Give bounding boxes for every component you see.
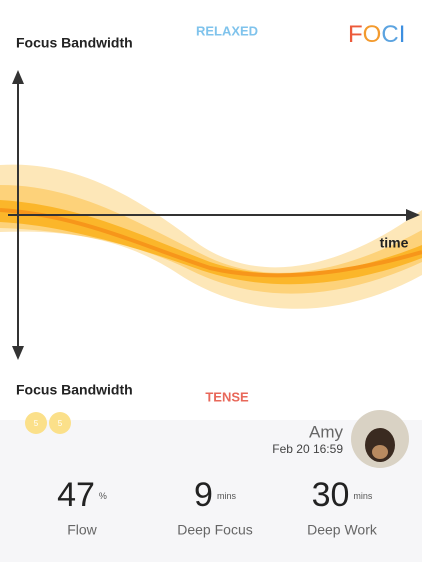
stat-unit: mins bbox=[217, 491, 237, 501]
logo-letter: O bbox=[363, 21, 382, 48]
stat-label: Deep Work bbox=[307, 522, 378, 538]
coin-label: 5 bbox=[58, 419, 63, 428]
stat-label: Deep Focus bbox=[177, 522, 252, 538]
logo-letter: I bbox=[399, 21, 406, 48]
x-label: time bbox=[380, 235, 409, 251]
tense-label: TENSE bbox=[205, 389, 249, 404]
top-label: Focus Bandwidth bbox=[16, 35, 133, 51]
logo-letter: F bbox=[348, 21, 363, 48]
coin-label: 5 bbox=[34, 419, 39, 428]
avatar-snout bbox=[372, 445, 388, 459]
logo: FOCI bbox=[348, 21, 405, 48]
user-name: Amy bbox=[309, 422, 344, 441]
stat-number: 47 bbox=[57, 476, 95, 514]
logo-letter: C bbox=[381, 21, 398, 48]
screen: Focus Bandwidth RELAXED FOCI time Focus … bbox=[0, 0, 422, 562]
stat-unit: % bbox=[99, 491, 107, 501]
timestamp: Feb 20 16:59 bbox=[272, 442, 343, 456]
stat-label: Flow bbox=[67, 522, 97, 538]
stat-number: 9 bbox=[194, 476, 213, 514]
avatar[interactable] bbox=[351, 410, 409, 468]
relaxed-label: RELAXED bbox=[196, 23, 258, 38]
stat-unit: mins bbox=[353, 491, 373, 501]
page: Focus Bandwidth RELAXED FOCI time Focus … bbox=[0, 0, 422, 562]
bottom-label: Focus Bandwidth bbox=[16, 382, 133, 398]
stat-number: 30 bbox=[312, 476, 350, 514]
